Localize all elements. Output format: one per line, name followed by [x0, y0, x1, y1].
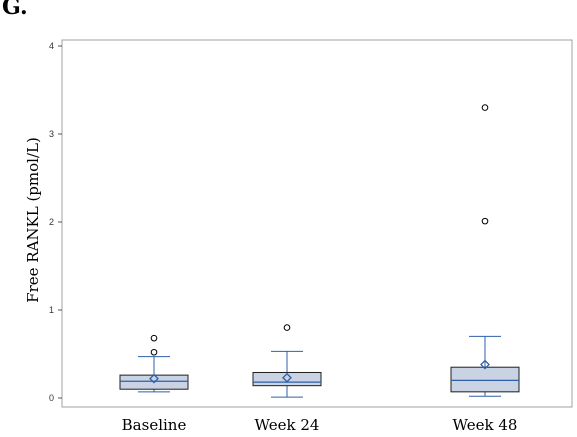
panel-label: G.: [2, 0, 28, 20]
outlier-point: [481, 104, 489, 111]
box-1: [252, 324, 322, 398]
y-axis-title: Free RANKL (pmol/L): [24, 137, 42, 303]
y-tick-label: 2: [49, 217, 54, 227]
y-tick-label: 1: [49, 305, 54, 315]
box-0: [119, 334, 189, 393]
outlier-point: [150, 348, 158, 356]
outlier-point: [150, 334, 158, 342]
x-category-label: Week 24: [255, 416, 320, 434]
mean-marker: [480, 359, 490, 370]
x-axis-labels: Baseline Week 24 Week 48: [122, 416, 518, 434]
outlier-point: [481, 217, 489, 225]
plot-frame: [61, 39, 573, 408]
mean-marker: [149, 373, 159, 384]
box-2: [450, 104, 520, 397]
boxes-group: [119, 104, 520, 398]
y-tick-label: 3: [49, 129, 54, 139]
y-tick-label: 4: [49, 41, 54, 51]
x-category-label: Baseline: [122, 416, 187, 434]
x-category-label: Week 48: [453, 416, 518, 434]
mean-marker: [282, 372, 292, 383]
iqr-box: [450, 366, 520, 393]
y-tick-label: 0: [49, 393, 54, 403]
outlier-point: [283, 324, 291, 331]
y-axis: 0 1 2 3 4: [49, 41, 62, 403]
